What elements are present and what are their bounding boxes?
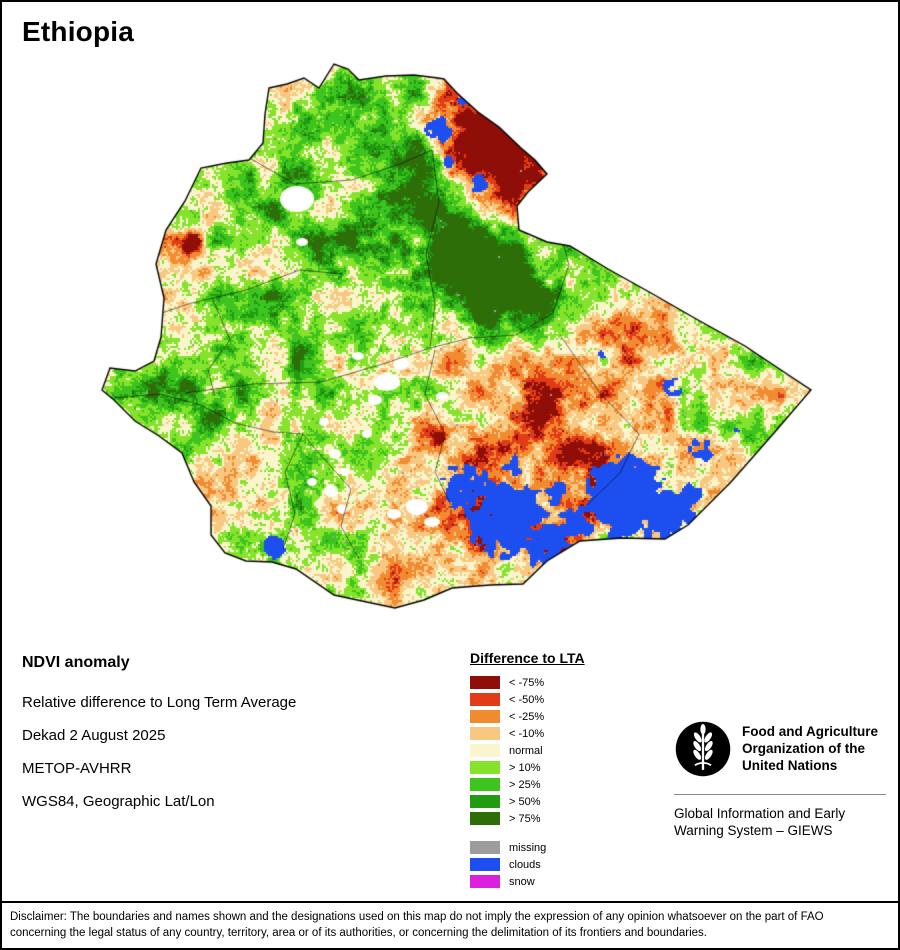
legend-item: normal — [470, 742, 585, 759]
fao-org-name: Food and Agriculture Organization of the… — [742, 720, 878, 774]
map-info-line-dekad: Dekad 2 August 2025 — [22, 727, 166, 744]
legend-label: < -10% — [509, 727, 545, 740]
fao-org-line: Food and Agriculture — [742, 724, 878, 739]
legend-item: < -25% — [470, 708, 585, 725]
giews-label: Global Information and Early Warning Sys… — [674, 805, 886, 839]
legend-label: clouds — [509, 858, 541, 871]
map-info-heading: NDVI anomaly — [22, 654, 130, 671]
legend-main: < -75% < -50% < -25% < -10% normal > 10% > 25%… — [470, 674, 585, 827]
legend-item: < -75% — [470, 674, 585, 691]
fao-logo-icon — [675, 721, 731, 777]
fao-divider — [674, 794, 886, 795]
legend-swatch — [470, 812, 500, 825]
legend-item: < -50% — [470, 691, 585, 708]
legend-label: < -50% — [509, 693, 545, 706]
fao-org-line: United Nations — [742, 758, 838, 773]
legend-swatch — [470, 693, 500, 706]
legend-label: > 10% — [509, 761, 541, 774]
legend-label: > 75% — [509, 812, 541, 825]
legend-item: > 75% — [470, 810, 585, 827]
legend-swatch — [470, 841, 500, 854]
legend-label: snow — [509, 875, 535, 888]
legend-swatch — [470, 727, 500, 740]
legend-swatch — [470, 676, 500, 689]
fao-block: Food and Agriculture Organization of the… — [674, 720, 886, 839]
disclaimer-text: Disclaimer: The boundaries and names sho… — [10, 911, 824, 939]
legend-extra: missing clouds snow — [470, 839, 585, 890]
legend-title: Difference to LTA — [470, 650, 585, 666]
disclaimer-divider — [2, 901, 898, 903]
legend-item: missing — [470, 839, 585, 856]
legend-swatch — [470, 795, 500, 808]
legend-swatch — [470, 875, 500, 888]
legend-item: > 25% — [470, 776, 585, 793]
legend-item: > 50% — [470, 793, 585, 810]
map-info: NDVI anomaly Relative difference to Long… — [22, 654, 296, 826]
legend-label: missing — [509, 841, 547, 854]
legend-label: > 50% — [509, 795, 541, 808]
giews-line: Global Information and Early — [674, 806, 846, 821]
legend-label: normal — [509, 744, 543, 757]
fao-header: Food and Agriculture Organization of the… — [674, 720, 886, 778]
legend: Difference to LTA < -75% < -50% < -25% < -1… — [470, 650, 585, 890]
map-info-line-subtitle: Relative difference to Long Term Average — [22, 694, 297, 711]
legend-swatch — [470, 858, 500, 871]
legend-swatch — [470, 744, 500, 757]
legend-item: clouds — [470, 856, 585, 873]
legend-item: < -10% — [470, 725, 585, 742]
map-info-line-sensor: METOP-AVHRR — [22, 760, 132, 777]
legend-label: < -25% — [509, 710, 545, 723]
legend-label: < -75% — [509, 676, 545, 689]
map-info-line-projection: WGS84, Geographic Lat/Lon — [22, 793, 215, 810]
legend-swatch — [470, 761, 500, 774]
fao-org-line: Organization of the — [742, 741, 865, 756]
legend-item: snow — [470, 873, 585, 890]
legend-swatch — [470, 778, 500, 791]
giews-line: Warning System – GIEWS — [674, 823, 833, 838]
legend-swatch — [470, 710, 500, 723]
legend-label: > 25% — [509, 778, 541, 791]
legend-item: > 10% — [470, 759, 585, 776]
